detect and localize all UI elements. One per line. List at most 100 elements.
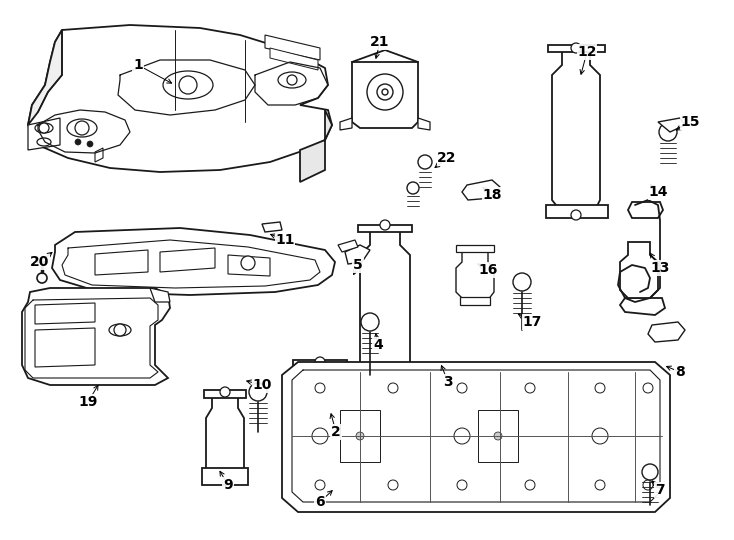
Circle shape <box>388 383 398 393</box>
Circle shape <box>643 480 653 490</box>
Text: 9: 9 <box>223 478 233 492</box>
Polygon shape <box>462 180 500 200</box>
Text: 8: 8 <box>675 365 685 379</box>
Polygon shape <box>340 118 352 130</box>
Circle shape <box>75 139 81 145</box>
Polygon shape <box>460 297 490 305</box>
Polygon shape <box>648 322 685 342</box>
Text: 14: 14 <box>648 185 668 199</box>
Polygon shape <box>345 245 370 264</box>
Text: 20: 20 <box>30 255 50 269</box>
Text: 7: 7 <box>655 483 665 497</box>
Polygon shape <box>28 25 332 172</box>
Circle shape <box>407 182 419 194</box>
Text: 2: 2 <box>331 425 341 439</box>
Polygon shape <box>28 30 62 125</box>
Text: 3: 3 <box>443 375 453 389</box>
Circle shape <box>87 141 93 147</box>
Circle shape <box>571 43 581 53</box>
Ellipse shape <box>109 324 131 336</box>
Polygon shape <box>228 255 270 276</box>
Circle shape <box>361 313 379 331</box>
Polygon shape <box>28 118 60 150</box>
Text: 12: 12 <box>577 45 597 59</box>
Text: 6: 6 <box>315 495 325 509</box>
Text: 21: 21 <box>370 35 390 49</box>
Ellipse shape <box>163 71 213 99</box>
Polygon shape <box>620 242 658 298</box>
Circle shape <box>75 121 89 135</box>
Text: 22: 22 <box>437 151 457 165</box>
Circle shape <box>312 428 328 444</box>
Polygon shape <box>150 288 170 302</box>
Circle shape <box>220 387 230 397</box>
Polygon shape <box>35 328 95 367</box>
Circle shape <box>642 464 658 480</box>
Circle shape <box>643 383 653 393</box>
Circle shape <box>380 397 390 407</box>
Circle shape <box>249 383 267 401</box>
Circle shape <box>315 383 325 393</box>
Polygon shape <box>206 392 244 482</box>
Polygon shape <box>628 202 663 218</box>
Polygon shape <box>340 410 380 462</box>
Circle shape <box>592 428 608 444</box>
Polygon shape <box>52 228 335 295</box>
Circle shape <box>457 383 467 393</box>
Polygon shape <box>418 118 430 130</box>
Circle shape <box>315 480 325 490</box>
Circle shape <box>525 383 535 393</box>
Polygon shape <box>658 118 685 132</box>
Text: 17: 17 <box>523 315 542 329</box>
Polygon shape <box>95 148 103 162</box>
Circle shape <box>595 383 605 393</box>
Circle shape <box>418 155 432 169</box>
Polygon shape <box>22 288 170 385</box>
Polygon shape <box>300 110 332 182</box>
Text: 18: 18 <box>482 188 502 202</box>
Polygon shape <box>295 362 345 485</box>
Polygon shape <box>202 468 248 485</box>
Polygon shape <box>204 390 246 398</box>
Text: 5: 5 <box>353 258 363 272</box>
Circle shape <box>457 480 467 490</box>
Polygon shape <box>95 250 148 275</box>
Polygon shape <box>355 395 415 405</box>
Polygon shape <box>456 247 494 302</box>
Ellipse shape <box>67 119 97 137</box>
Circle shape <box>382 89 388 95</box>
Polygon shape <box>160 248 215 272</box>
Circle shape <box>494 432 502 440</box>
Circle shape <box>377 84 393 100</box>
Ellipse shape <box>35 123 53 133</box>
Circle shape <box>454 428 470 444</box>
Polygon shape <box>265 35 320 60</box>
Text: 16: 16 <box>479 263 498 277</box>
Polygon shape <box>290 478 350 488</box>
Text: 11: 11 <box>275 233 295 247</box>
Polygon shape <box>262 222 282 232</box>
Circle shape <box>595 480 605 490</box>
Circle shape <box>525 480 535 490</box>
Circle shape <box>179 76 197 94</box>
Circle shape <box>315 357 325 367</box>
Circle shape <box>39 123 49 133</box>
Polygon shape <box>338 240 358 252</box>
Text: 19: 19 <box>79 395 98 409</box>
Circle shape <box>315 480 325 490</box>
Circle shape <box>367 74 403 110</box>
Circle shape <box>114 324 126 336</box>
Polygon shape <box>352 62 418 128</box>
Circle shape <box>388 480 398 490</box>
Circle shape <box>241 256 255 270</box>
Text: 10: 10 <box>252 378 272 392</box>
Ellipse shape <box>278 72 306 88</box>
Polygon shape <box>360 228 410 402</box>
Circle shape <box>380 220 390 230</box>
Circle shape <box>571 210 581 220</box>
Polygon shape <box>293 360 347 367</box>
Polygon shape <box>548 45 605 52</box>
Circle shape <box>513 273 531 291</box>
Circle shape <box>356 432 364 440</box>
Polygon shape <box>35 303 95 324</box>
